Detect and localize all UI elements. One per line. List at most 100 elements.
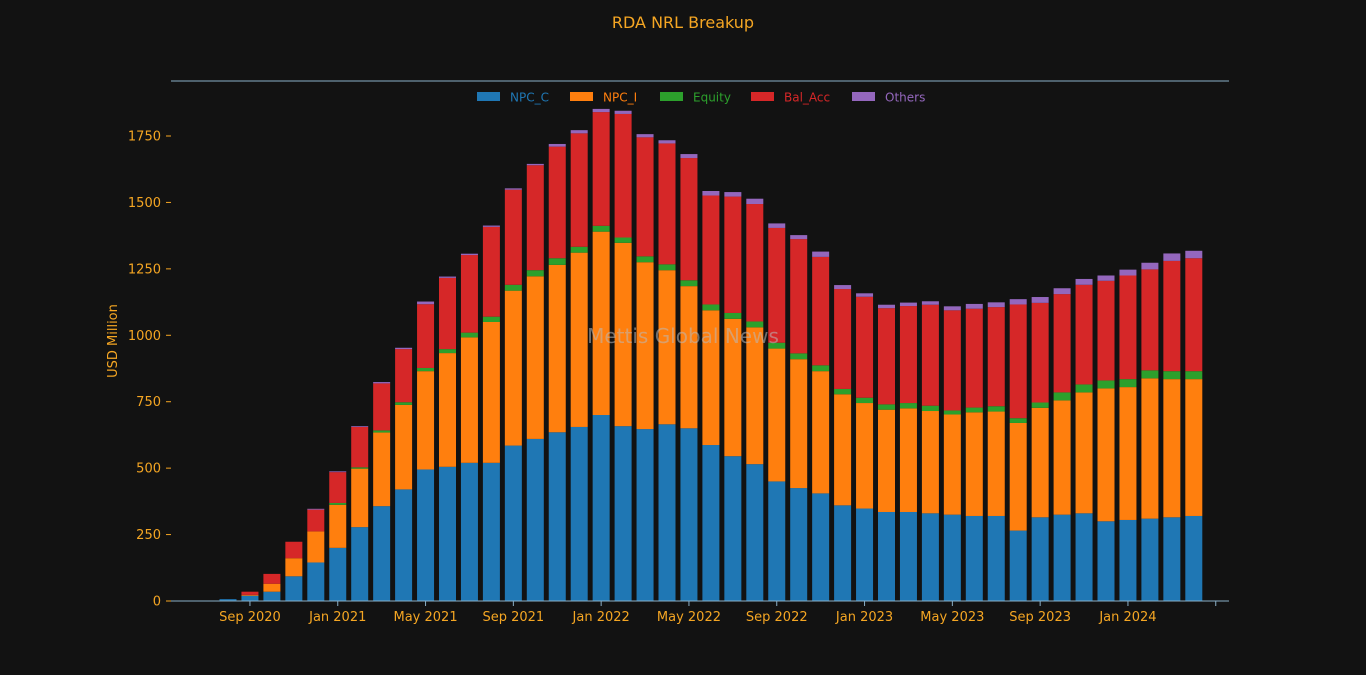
bar-npc-i	[1009, 422, 1027, 531]
bar-bal-acc	[658, 143, 676, 265]
bar-equity	[570, 246, 588, 253]
bar-bal-acc	[834, 289, 852, 389]
bar-others	[746, 198, 764, 205]
bar-bal-acc	[1185, 258, 1203, 372]
bar-npc-c	[680, 428, 698, 601]
bar-bal-acc	[482, 226, 500, 317]
legend-swatch-npc-c	[477, 92, 500, 101]
bar-bal-acc	[680, 158, 698, 281]
bar-npc-i	[768, 348, 786, 482]
y-axis: 0 250 500 750 1000 1250 1500 1750	[128, 130, 171, 610]
bar-npc-i	[1097, 388, 1115, 522]
legend-label: NPC_C	[510, 91, 549, 105]
bar-npc-c	[526, 438, 544, 601]
legend-swatch-others	[852, 92, 875, 101]
legend-label: Bal_Acc	[784, 91, 830, 105]
bar-npc-i	[943, 414, 961, 515]
bar-equity	[658, 264, 676, 271]
bar-npc-c	[307, 562, 325, 601]
bar-npc-i	[417, 371, 435, 470]
bar-npc-i	[592, 231, 610, 415]
bar-bal-acc	[351, 426, 369, 468]
bar-others	[1119, 269, 1137, 276]
bar-npc-i	[790, 359, 808, 489]
bar-bal-acc	[856, 296, 874, 398]
bar-equity	[526, 270, 544, 277]
bar-bal-acc	[1141, 269, 1159, 371]
bar-bal-acc	[460, 255, 478, 333]
bars	[219, 108, 1203, 601]
bar-equity	[987, 406, 1005, 412]
bar-bal-acc	[285, 541, 303, 559]
bar-bal-acc	[504, 189, 522, 285]
bar-equity	[460, 332, 478, 338]
bar-npc-c	[263, 591, 281, 601]
bar-others	[1031, 297, 1049, 303]
bar-npc-c	[570, 426, 588, 601]
bar-others	[856, 293, 874, 297]
y-tick-label: 1000	[128, 329, 161, 344]
bar-others	[1053, 288, 1071, 295]
bar-npc-i	[746, 327, 764, 465]
bar-npc-c	[1141, 518, 1159, 601]
bar-npc-c	[965, 515, 983, 601]
bar-npc-i	[965, 412, 983, 516]
bar-others	[790, 235, 808, 240]
y-tick-label: 1750	[128, 130, 161, 145]
bar-bal-acc	[329, 472, 347, 503]
bar-bal-acc	[1053, 294, 1071, 393]
bar-equity	[768, 342, 786, 349]
bar-others	[307, 508, 325, 510]
bar-equity	[482, 316, 500, 322]
bar-others	[812, 251, 830, 257]
bar-others	[768, 223, 786, 228]
bar-bal-acc	[1031, 302, 1049, 403]
bar-npc-c	[504, 445, 522, 601]
bar-npc-i	[834, 394, 852, 506]
bar-npc-c	[482, 462, 500, 601]
bar-npc-c	[943, 514, 961, 601]
bar-npc-c	[351, 527, 369, 601]
bar-npc-i	[439, 353, 456, 467]
bar-bal-acc	[1163, 260, 1181, 372]
x-tick-label: May 2021	[394, 610, 458, 625]
bar-npc-c	[395, 489, 413, 601]
bar-bal-acc	[526, 165, 544, 271]
bar-npc-i	[614, 242, 632, 427]
legend-label: NPC_I	[603, 91, 637, 105]
bar-npc-c	[592, 415, 610, 601]
bar-npc-i	[1053, 400, 1071, 515]
bar-npc-c	[1075, 513, 1093, 601]
bar-others	[1075, 278, 1093, 285]
bar-bal-acc	[812, 256, 830, 366]
bar-bal-acc	[1009, 304, 1027, 419]
bar-npc-c	[1097, 521, 1115, 601]
bar-npc-c	[987, 515, 1005, 601]
bar-npc-c	[1185, 515, 1203, 601]
bar-npc-c	[219, 599, 237, 601]
bar-others	[834, 285, 852, 290]
x-axis: Sep 2020 Jan 2021 May 2021 Sep 2021 Jan 2022…	[171, 600, 1229, 625]
bar-bal-acc	[263, 573, 281, 584]
x-tick-label: Jan 2022	[572, 610, 630, 625]
bar-npc-i	[1163, 379, 1181, 518]
bar-bal-acc	[241, 591, 259, 595]
bar-npc-i	[241, 594, 259, 596]
bar-others	[1097, 275, 1115, 281]
bar-others	[526, 163, 544, 166]
bar-npc-c	[548, 432, 566, 601]
bar-npc-i	[724, 318, 742, 457]
x-tick-label: May 2023	[920, 610, 984, 625]
bar-others	[482, 225, 500, 227]
bar-npc-i	[526, 276, 544, 439]
bar-equity	[856, 397, 874, 404]
watermark: Mettis Global News	[587, 324, 779, 348]
bar-equity	[439, 349, 456, 354]
y-tick-label: 1250	[128, 262, 161, 277]
bar-equity	[746, 321, 764, 328]
legend-swatch-bal-acc	[751, 92, 774, 101]
bar-npc-i	[395, 404, 413, 490]
legend-label: Others	[885, 91, 925, 105]
bar-others	[899, 302, 917, 307]
bar-equity	[921, 405, 939, 412]
